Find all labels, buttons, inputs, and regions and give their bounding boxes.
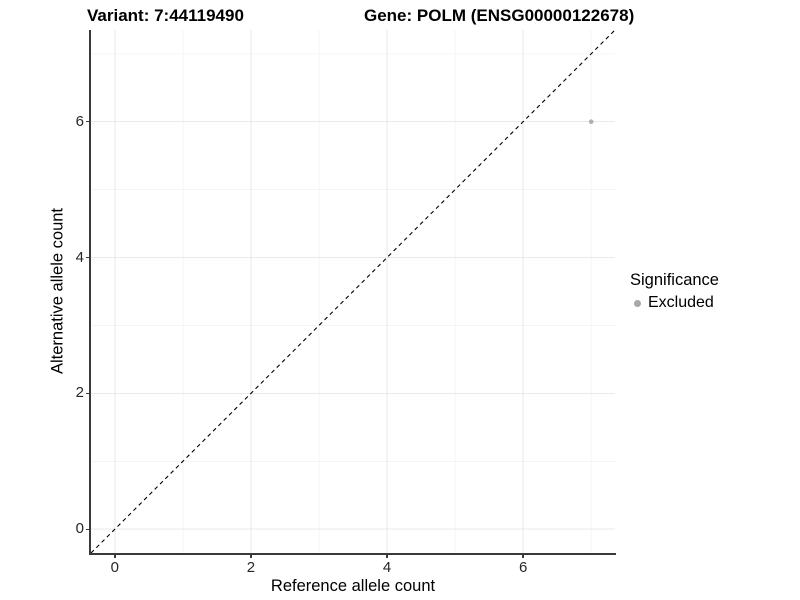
legend-entry-excluded: Excluded: [630, 294, 719, 312]
x-tick-mark: [522, 554, 524, 558]
x-axis-line: [89, 553, 617, 555]
legend-title: Significance: [630, 271, 719, 289]
y-tick-label: 6: [75, 112, 84, 130]
legend-entry-label: Excluded: [648, 294, 714, 311]
x-tick-mark: [250, 554, 252, 558]
legend: Significance Excluded: [630, 271, 719, 312]
legend-key-dot-icon: [634, 299, 641, 307]
identity-line: [91, 30, 615, 553]
x-axis-title: Reference allele count: [270, 577, 436, 595]
plot-title-variant: Variant: 7:44119490: [87, 6, 244, 25]
x-tick-mark: [114, 554, 116, 558]
y-tick-label: 0: [75, 520, 84, 538]
x-tick-label: 0: [110, 559, 119, 576]
data-point: [588, 119, 594, 124]
y-axis-line: [89, 30, 91, 555]
x-tick-label: 6: [518, 559, 528, 576]
plot-title-gene: Gene: POLM (ENSG00000122678): [364, 6, 635, 25]
x-tick-mark: [386, 554, 388, 558]
x-tick-label: 4: [382, 559, 392, 576]
plot-panel: [91, 30, 615, 553]
y-tick-label: 2: [75, 384, 84, 402]
y-axis-title: Alternative allele count: [48, 207, 67, 375]
x-tick-label: 2: [246, 559, 256, 576]
